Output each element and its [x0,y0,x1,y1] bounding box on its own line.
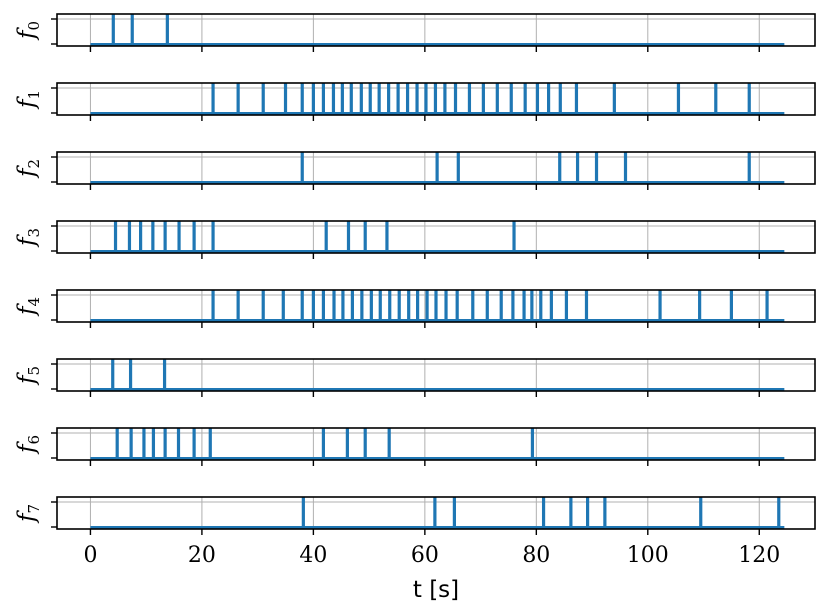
panel-f5: f5 [14,358,816,397]
y-axis-label-f7: f7 [14,504,43,524]
panel-frame [56,427,816,461]
panel-frame [56,358,816,392]
x-tick-label: 60 [411,543,439,568]
x-tick-label: 80 [522,543,550,568]
panel-f7: f7 [14,496,816,535]
x-tick-label: 0 [83,543,97,568]
subplot-panels: f0 f1 f2 f3 f4 f5 f6 f7 [14,13,816,535]
panel-frame [56,13,816,47]
y-axis-label-f6: f6 [14,435,43,455]
y-axis-label-f1: f1 [14,90,43,110]
panel-f2: f2 [14,151,816,190]
panel-f1: f1 [14,82,816,121]
y-axis-label-f4: f4 [14,297,43,317]
panel-frame [56,151,816,185]
y-axis-label-f2: f2 [14,159,43,179]
y-axis-label-f0: f0 [14,21,43,41]
panel-frame [56,496,816,530]
x-tick-label: 100 [627,543,669,568]
x-tick-label: 20 [188,543,216,568]
panel-f6: f6 [14,427,816,466]
panel-frame [56,289,816,323]
y-axis-label-f3: f3 [14,228,43,248]
x-axis-label: t [s] [413,577,459,603]
x-tick-label: 40 [299,543,327,568]
x-tick-label: 120 [738,543,780,568]
panel-f3: f3 [14,220,816,259]
y-axis-label-f5: f5 [14,366,43,386]
panel-f4: f4 [14,289,816,328]
x-tick-labels: 0 20 40 60 80 100 120 [83,543,780,568]
panel-frame [56,220,816,254]
panel-frame [56,82,816,116]
panel-f0: f0 [14,13,816,52]
